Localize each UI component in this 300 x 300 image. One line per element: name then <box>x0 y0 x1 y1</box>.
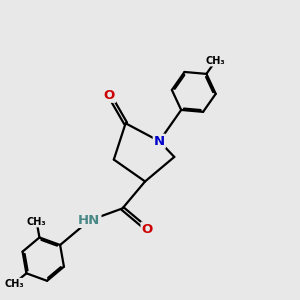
Text: CH₃: CH₃ <box>206 56 226 66</box>
Text: CH₃: CH₃ <box>27 217 46 226</box>
Text: HN: HN <box>78 214 100 227</box>
Text: O: O <box>142 223 153 236</box>
Text: N: N <box>154 135 165 148</box>
Text: CH₃: CH₃ <box>4 279 24 289</box>
Text: O: O <box>104 89 115 102</box>
